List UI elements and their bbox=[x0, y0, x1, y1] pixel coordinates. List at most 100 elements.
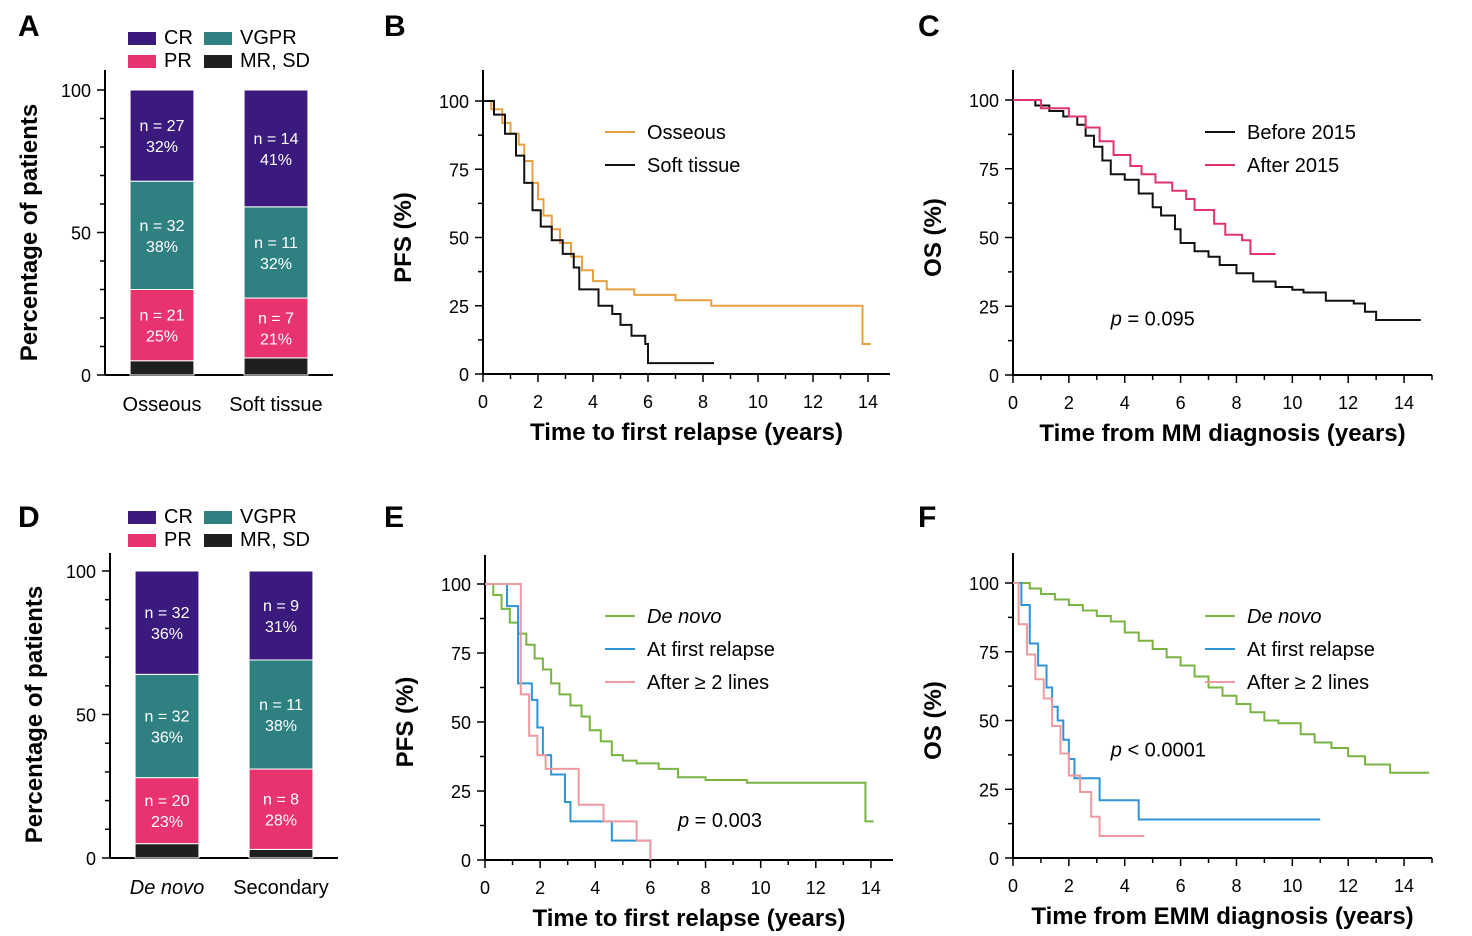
y-axis-title: OS (%) bbox=[920, 681, 947, 760]
km-curve bbox=[1013, 99, 1421, 321]
y-tick-label: 75 bbox=[979, 643, 999, 663]
x-tick-label: 10 bbox=[1282, 393, 1302, 413]
bar-data-label: 31% bbox=[265, 619, 297, 636]
x-axis-title: Time from MM diagnosis (years) bbox=[1039, 420, 1405, 447]
legend-label: De novo bbox=[1247, 606, 1322, 628]
bar-segment bbox=[129, 289, 195, 362]
y-tick-label: 50 bbox=[979, 229, 999, 249]
y-tick-label: 75 bbox=[451, 644, 471, 664]
bar-segment bbox=[243, 89, 309, 208]
x-tick-label: 4 bbox=[588, 392, 598, 412]
bar-data-label: 23% bbox=[151, 814, 183, 831]
panel-f: F 0 25 50 75 100 0 2 4 6 8 10 12 14 Time from EMM diag… bbox=[918, 501, 1433, 930]
legend-label: After 2015 bbox=[1247, 155, 1339, 177]
bar-segment bbox=[134, 570, 200, 675]
x-tick-label: 8 bbox=[701, 878, 711, 898]
bar-segment bbox=[134, 843, 200, 859]
y-tick-label: 25 bbox=[451, 782, 471, 802]
bar-data-label: 21% bbox=[260, 331, 292, 348]
x-tick-label: 14 bbox=[861, 878, 881, 898]
km-curve bbox=[1013, 582, 1145, 837]
bar-data-label: n = 7 bbox=[258, 310, 294, 327]
y-tick-label: 25 bbox=[979, 780, 999, 800]
y-tick-label: 50 bbox=[76, 706, 96, 726]
legend-label: CR bbox=[164, 27, 193, 49]
bar-data-label: 32% bbox=[146, 139, 178, 156]
x-category-label: Soft tissue bbox=[229, 394, 322, 416]
x-axis-title: Time to first relapse (years) bbox=[532, 905, 845, 932]
bar-segment bbox=[129, 360, 195, 376]
y-tick-label: 0 bbox=[81, 366, 91, 386]
bar-data-label: 28% bbox=[265, 813, 297, 830]
y-tick-label: 0 bbox=[461, 851, 471, 871]
y-axis-title: Percentage of patients bbox=[16, 104, 43, 361]
x-axis-title: Time from EMM diagnosis (years) bbox=[1031, 903, 1413, 930]
bar-data-label: n = 32 bbox=[145, 605, 190, 622]
x-tick-label: 6 bbox=[643, 392, 653, 412]
x-axis-title: Time to first relapse (years) bbox=[530, 419, 843, 446]
panel-label: C bbox=[918, 10, 940, 43]
y-axis-title: OS (%) bbox=[920, 198, 947, 277]
y-tick-label: 100 bbox=[441, 575, 471, 595]
x-tick-label: 10 bbox=[751, 878, 771, 898]
legend-label: VGPR bbox=[240, 27, 297, 49]
bar-segment bbox=[243, 297, 309, 359]
x-tick-label: 14 bbox=[858, 392, 878, 412]
x-tick-label: 6 bbox=[645, 878, 655, 898]
x-tick-label: 12 bbox=[1338, 393, 1358, 413]
y-tick-label: 0 bbox=[989, 849, 999, 869]
bar-data-label: n = 32 bbox=[140, 218, 185, 235]
bar-segment bbox=[248, 768, 314, 850]
bar-segment bbox=[243, 206, 309, 299]
x-tick-label: 6 bbox=[1176, 393, 1186, 413]
bar-segment bbox=[248, 848, 314, 859]
y-tick-label: 0 bbox=[86, 849, 96, 869]
bar-data-label: n = 32 bbox=[145, 708, 190, 725]
y-tick-label: 100 bbox=[61, 81, 91, 101]
y-tick-label: 50 bbox=[449, 229, 469, 249]
km-curve bbox=[485, 583, 652, 860]
km-curve bbox=[1013, 99, 1276, 255]
bar-data-label: n = 27 bbox=[140, 118, 185, 135]
legend-label: MR, SD bbox=[240, 529, 310, 551]
y-tick-label: 25 bbox=[449, 297, 469, 317]
x-tick-label: 2 bbox=[535, 878, 545, 898]
panel-b: B 0 25 50 75 100 0 2 4 6 8 10 12 14 Time to first rela… bbox=[384, 10, 890, 446]
y-tick-label: 100 bbox=[969, 574, 999, 594]
y-tick-label: 0 bbox=[459, 365, 469, 385]
legend-label: De novo bbox=[647, 606, 722, 628]
panel-label: D bbox=[18, 501, 40, 534]
km-curve bbox=[485, 583, 652, 860]
x-tick-label: 10 bbox=[1282, 876, 1302, 896]
p-value-annotation: p < 0.0001 bbox=[1110, 739, 1206, 761]
y-tick-label: 100 bbox=[969, 91, 999, 111]
bar-data-label: 38% bbox=[265, 718, 297, 735]
bar-data-label: n = 21 bbox=[140, 308, 185, 325]
x-tick-label: 14 bbox=[1394, 393, 1414, 413]
x-tick-label: 2 bbox=[533, 392, 543, 412]
x-tick-label: 4 bbox=[1120, 876, 1130, 896]
legend-swatch bbox=[128, 55, 156, 68]
legend-label: Before 2015 bbox=[1247, 122, 1356, 144]
bar-data-label: n = 20 bbox=[145, 793, 190, 810]
x-category-label: Secondary bbox=[233, 877, 329, 899]
bar-data-label: n = 14 bbox=[254, 131, 299, 148]
y-tick-label: 0 bbox=[989, 366, 999, 386]
bar-segment bbox=[129, 89, 195, 182]
panel-label: E bbox=[384, 501, 404, 534]
x-tick-label: 12 bbox=[1338, 876, 1358, 896]
x-tick-label: 12 bbox=[803, 392, 823, 412]
bar-data-label: 36% bbox=[151, 626, 183, 643]
bar-data-label: n = 11 bbox=[259, 697, 303, 714]
y-tick-label: 100 bbox=[439, 92, 469, 112]
y-axis-title: PFS (%) bbox=[392, 677, 419, 768]
legend-label: VGPR bbox=[240, 506, 297, 528]
bar-data-label: n = 11 bbox=[254, 235, 298, 252]
km-curve bbox=[1013, 582, 1321, 821]
y-tick-label: 75 bbox=[979, 160, 999, 180]
x-tick-label: 4 bbox=[1120, 393, 1130, 413]
x-category-label: Osseous bbox=[123, 394, 202, 416]
panel-label: A bbox=[18, 10, 40, 43]
panel-d: D 0 50 100 Percentage of patients n = 20 23% n … bbox=[18, 501, 338, 899]
